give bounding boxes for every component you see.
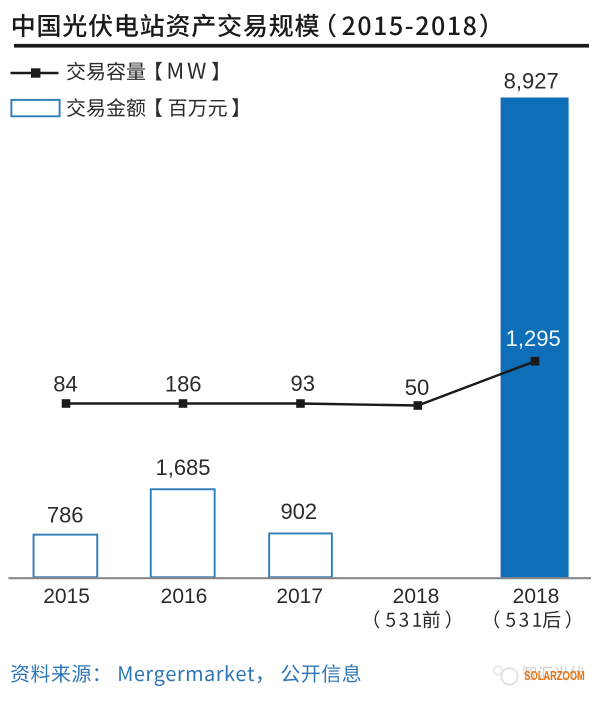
svg-text:2015: 2015 [43, 585, 90, 608]
svg-text:1,295: 1,295 [506, 326, 561, 351]
svg-text:SOLARZOOM: SOLARZOOM [524, 669, 585, 683]
svg-text:186: 186 [165, 372, 202, 397]
svg-text:93: 93 [290, 371, 314, 396]
svg-text:2018: 2018 [513, 585, 560, 608]
svg-text:84: 84 [53, 372, 77, 397]
svg-text:50: 50 [405, 375, 429, 400]
svg-text:1,685: 1,685 [155, 455, 210, 480]
svg-text:2016: 2016 [161, 585, 208, 608]
svg-text:2017: 2017 [276, 585, 323, 608]
svg-text:2018: 2018 [393, 585, 440, 608]
svg-text:786: 786 [47, 503, 84, 528]
svg-text:8,927: 8,927 [504, 68, 559, 93]
svg-text:902: 902 [280, 499, 317, 524]
